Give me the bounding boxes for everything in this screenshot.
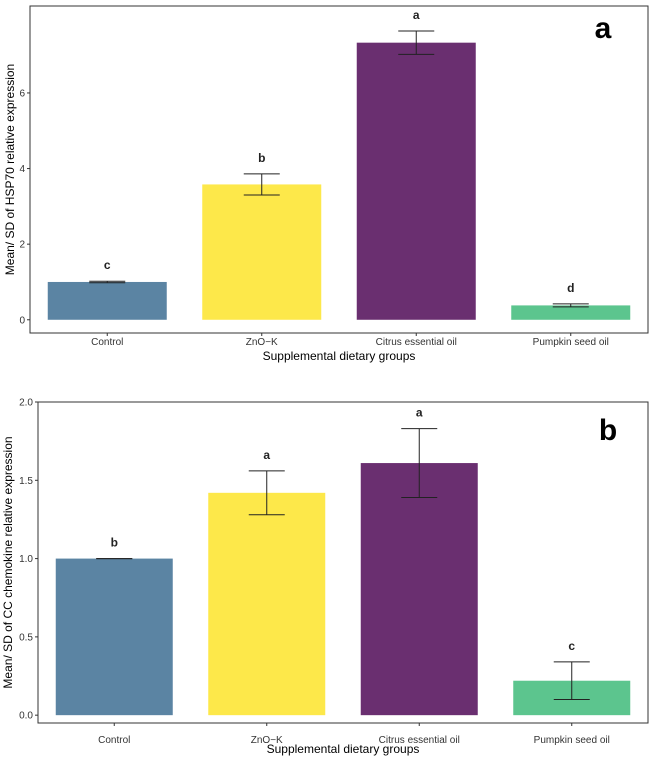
panel-b-plot-frame (37, 401, 649, 724)
panel-b-x-axis-title: Supplemental dietary groups (267, 742, 420, 756)
panel-b-x-tick-label-2: Citrus essential oil (379, 735, 460, 746)
panel-a-y-tick-label: 4 (19, 164, 25, 175)
panel-a-bar-2 (356, 42, 476, 320)
panel-a-significance-2: a (413, 8, 420, 22)
panel-a-y-tick-label: 0 (19, 315, 25, 326)
panel-a: 0 2 4 6 c Control b ZnO−K a Citrus essential oil d… (3, 5, 649, 363)
panel-a-bar-1 (202, 184, 322, 320)
panel-a-label: a (595, 12, 612, 45)
panel-a-x-tick-label-2: Citrus essential oil (376, 337, 457, 348)
panel-b-y-tick-label: 2.0 (19, 398, 33, 409)
panel-b-x-tick-label-0: Control (98, 735, 130, 746)
panel-a-significance-1: b (258, 151, 265, 165)
panel-b-y-tick-label: 1.0 (19, 554, 33, 565)
panel-a-x-tick-label-1: ZnO−K (246, 337, 278, 348)
panel-b-bar-2 (360, 463, 478, 716)
panel-a-x-tick-label-3: Pumpkin seed oil (533, 337, 609, 348)
panel-a-x-tick-label-0: Control (91, 337, 123, 348)
panel-a-significance-3: d (567, 281, 574, 295)
panel-b-label: b (599, 414, 617, 447)
panel-b-y-tick-label: 1.5 (19, 476, 33, 487)
panel-a-significance-0: c (104, 258, 111, 272)
panel-b-significance-1: a (263, 448, 270, 462)
panel-b-significance-2: a (416, 406, 423, 420)
panel-b: 0.0 0.5 1.0 1.5 2.0 b Control a ZnO−K a Citrus ess… (1, 398, 649, 756)
panel-a-y-tick-label: 2 (19, 240, 25, 251)
panel-a-x-axis-title: Supplemental dietary groups (263, 349, 416, 363)
panel-b-significance-3: c (568, 639, 575, 653)
panel-a-bar-3 (511, 305, 631, 320)
panel-b-x-tick-label-1: ZnO−K (251, 735, 283, 746)
panel-b-y-tick-label: 0.0 (19, 711, 33, 722)
panel-b-y-axis-title: Mean/ SD of CC chemokine relative expres… (1, 436, 15, 688)
panel-a-y-axis-title: Mean/ SD of HSP70 relative expression (3, 64, 17, 275)
panel-a-bar-0 (47, 281, 167, 320)
panel-b-bar-0 (55, 558, 173, 716)
panel-a-y-tick-label: 6 (19, 88, 25, 99)
panel-b-y-tick-label: 0.5 (19, 632, 33, 643)
panel-b-bar-1 (208, 492, 326, 716)
panel-b-x-tick-label-3: Pumpkin seed oil (534, 735, 610, 746)
panel-a-plot-frame (29, 5, 649, 334)
panel-b-significance-0: b (111, 536, 118, 550)
